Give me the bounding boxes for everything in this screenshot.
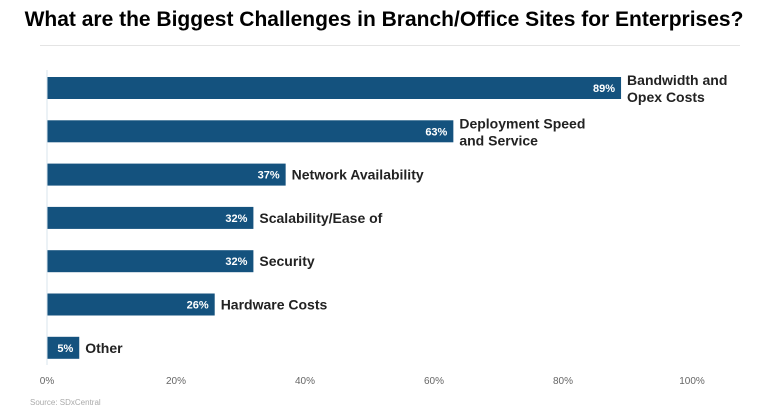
- category-label-line: Network Availability: [292, 167, 424, 183]
- x-tick-label: 20%: [166, 376, 186, 387]
- x-tick-label: 60%: [424, 376, 444, 387]
- data-label: 89%: [593, 83, 615, 95]
- bar: [47, 77, 622, 99]
- title-divider: [40, 45, 740, 46]
- category-label: Network Availability: [292, 167, 424, 183]
- bar: [47, 120, 454, 143]
- category-label: Security: [259, 253, 314, 269]
- category-label: Bandwidth and Opex Costs: [627, 72, 727, 105]
- category-label: Hardware Costs: [221, 297, 328, 313]
- chart-title: What are the Biggest Challenges in Branc…: [24, 8, 744, 31]
- category-label-line: and Service: [459, 132, 538, 148]
- category-label-line: Security: [259, 253, 314, 269]
- data-label: 63%: [425, 126, 447, 138]
- bar: [47, 250, 254, 273]
- data-label: 32%: [225, 213, 247, 225]
- bar: [47, 206, 254, 229]
- category-label-line: Bandwidth and: [627, 72, 727, 88]
- data-label: 5%: [57, 343, 73, 355]
- x-tick-label: 40%: [295, 376, 315, 387]
- bar: [47, 163, 286, 186]
- category-label: Deployment Speed and Service: [459, 115, 585, 148]
- category-label-line: Scalability/Ease of: [259, 210, 382, 226]
- x-tick-label: 0%: [40, 376, 55, 387]
- category-label-line: Other: [85, 340, 123, 356]
- category-label-line: Opex Costs: [627, 89, 705, 105]
- category-label-line: Hardware Costs: [221, 297, 328, 313]
- x-tick-label: 80%: [553, 376, 573, 387]
- bar: [47, 293, 215, 316]
- category-label: Scalability/Ease of: [259, 210, 382, 226]
- category-label-line: Deployment Speed: [459, 115, 585, 131]
- x-tick-label: 100%: [679, 376, 705, 387]
- category-label: Other: [85, 340, 123, 356]
- data-label: 32%: [225, 256, 247, 268]
- data-label: 37%: [258, 170, 280, 182]
- bar: [47, 336, 80, 359]
- source-note: Source: SDxCentral: [30, 398, 101, 407]
- data-label: 26%: [187, 300, 209, 312]
